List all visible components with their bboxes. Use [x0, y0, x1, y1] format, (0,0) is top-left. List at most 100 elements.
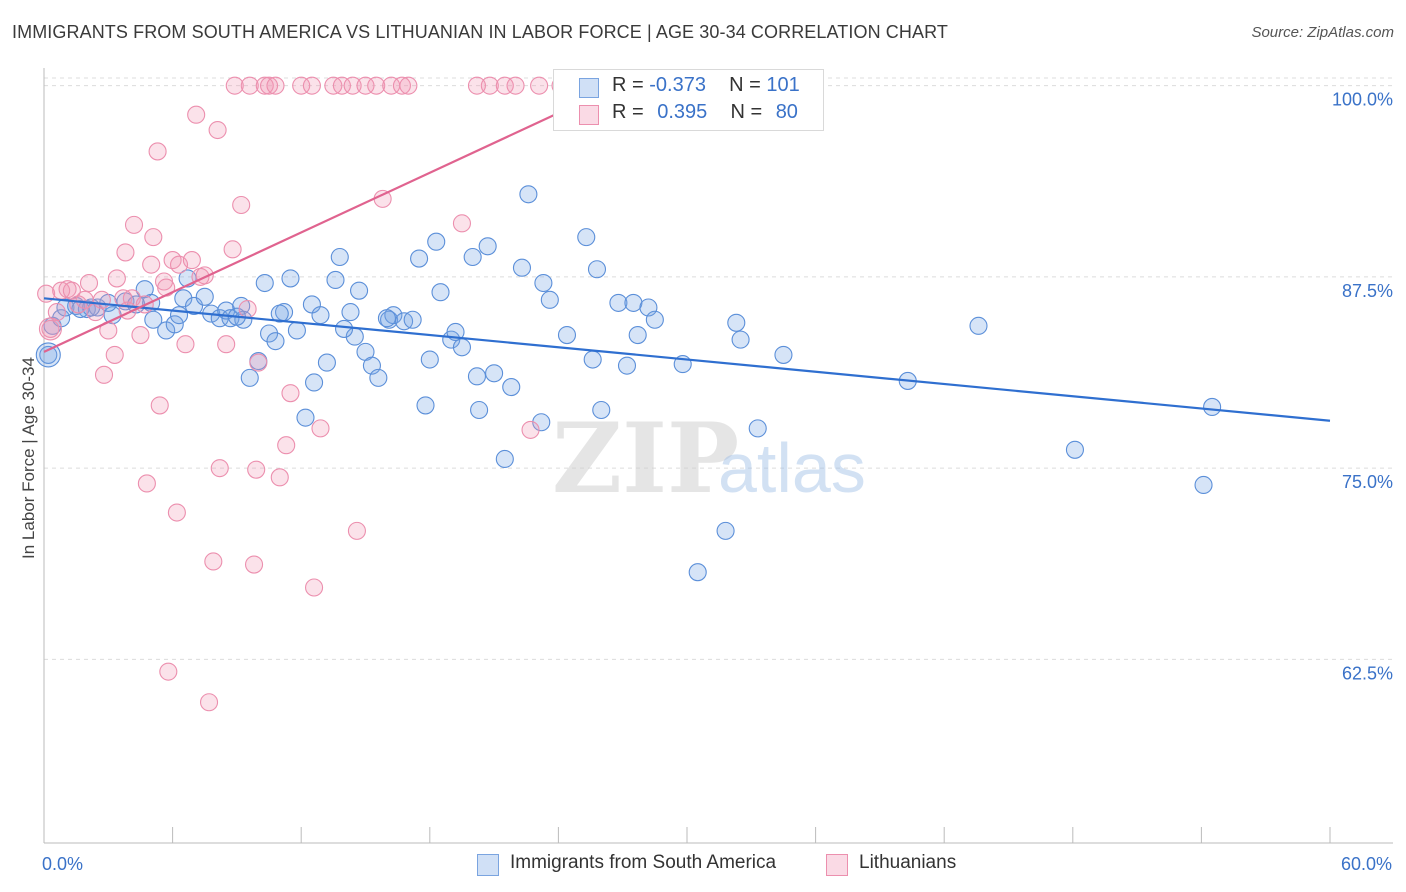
lithuanians-point [506, 76, 525, 95]
lithuanians-point [238, 299, 257, 319]
lithuanians-point [208, 120, 227, 140]
lithuanians-point [92, 290, 111, 309]
lithuanians-point [182, 251, 201, 270]
tick-labels: 100.0% 87.5% 75.0% 62.5% 0.0% 60.0% [42, 90, 1393, 874]
lithuanians-point [116, 243, 135, 262]
immigrants-point [255, 273, 274, 293]
immigrants-point [587, 260, 607, 279]
legend-n-label: N = [729, 74, 761, 96]
legend-r-value: -0.373 [649, 74, 706, 96]
lithuanians-point [159, 662, 178, 681]
lithuanians-point [452, 214, 472, 233]
bottom-legend-swatch-blue [477, 854, 499, 876]
immigrants-point [609, 293, 628, 312]
series-immigrants-points [35, 185, 1222, 582]
lithuanians-point [148, 142, 167, 161]
lithuanians-point [187, 105, 206, 124]
immigrants-point [716, 521, 735, 540]
immigrants-point [645, 310, 664, 329]
immigrants-point [416, 396, 435, 415]
lithuanians-point [204, 552, 223, 571]
immigrants-point [452, 338, 472, 357]
x-tick-label: 60.0% [1341, 854, 1392, 874]
lithuanians-point [347, 521, 366, 540]
immigrants-point [305, 373, 324, 392]
immigrants-point [377, 309, 396, 328]
immigrants-point [463, 247, 482, 267]
lithuanians-point [176, 335, 195, 354]
lithuanians-point [356, 76, 375, 95]
lithuanians-point [495, 76, 514, 95]
immigrants-point [727, 313, 746, 332]
immigrants-point [317, 353, 336, 372]
series-lithuanians-points [37, 76, 613, 712]
immigrants-point [495, 449, 514, 469]
immigrants-point [467, 367, 487, 386]
immigrants-point [330, 247, 349, 267]
legend-r-label: R = [612, 101, 644, 123]
lithuanians-point [277, 436, 296, 455]
axes [43, 68, 1393, 844]
immigrants-point [240, 368, 259, 387]
lithuanians-point [292, 76, 311, 95]
x-tick-label: 0.0% [42, 854, 83, 874]
lithuanians-point [199, 693, 219, 712]
lithuanians-point [240, 76, 259, 95]
lithuanians-point [217, 335, 236, 354]
lithuanians-point [302, 76, 321, 95]
lithuanians-point [210, 459, 229, 478]
immigrants-point [326, 270, 345, 290]
lithuanians-point [392, 76, 411, 95]
immigrants-point [341, 303, 360, 322]
immigrants-point-large [35, 342, 61, 368]
lithuanians-point [247, 460, 266, 479]
immigrants-point [617, 356, 637, 375]
lithuanians-point [124, 215, 144, 234]
legend-n-value: 101 [766, 74, 800, 96]
legend-swatch-blue [579, 78, 599, 98]
lithuanians-point [399, 76, 418, 95]
immigrants-point [624, 293, 643, 312]
lithuanians-point [107, 269, 126, 288]
immigrants-point [403, 310, 422, 329]
immigrants-point [512, 258, 532, 277]
grid-lines [44, 77, 1393, 660]
immigrants-point [1065, 440, 1084, 459]
lithuanians-point [232, 195, 251, 215]
immigrants-point [532, 413, 551, 432]
immigrants-point [165, 315, 184, 334]
immigrants-point [748, 419, 767, 438]
immigrants-point [519, 185, 538, 204]
immigrants-point [259, 324, 279, 343]
immigrants-point [557, 325, 577, 345]
lithuanians-point [480, 76, 499, 95]
lithuanians-point [150, 396, 169, 415]
immigrants-point [420, 350, 439, 369]
immigrants-point [731, 330, 750, 349]
lithuanians-point-large [38, 317, 62, 341]
immigrants-point [296, 408, 315, 427]
legend-n-label: N = [730, 101, 763, 123]
immigrants-point [427, 232, 446, 251]
immigrants-point [592, 400, 611, 420]
immigrants-point [369, 368, 388, 387]
lithuanians-point [467, 76, 487, 95]
immigrants-point [335, 319, 354, 338]
lithuanians-point [41, 319, 60, 338]
immigrants-point [174, 289, 193, 308]
trend-lines [43, 86, 1331, 422]
source-label: Source: ZipAtlas.com [1251, 24, 1394, 41]
immigrants-point [577, 228, 596, 247]
legend-r-value: 0.395 [657, 101, 708, 123]
immigrants-point [311, 306, 330, 325]
immigrants-trend-line [43, 297, 1331, 422]
lithuanians-point [144, 228, 163, 247]
lithuanians-point [266, 76, 285, 95]
immigrants-point [485, 364, 504, 383]
y-tick-label: 100.0% [1332, 90, 1393, 110]
bottom-legend-swatch-pink [826, 854, 848, 876]
lithuanians-point [163, 251, 182, 270]
lithuanians-point [367, 76, 386, 95]
immigrants-point [350, 281, 369, 300]
